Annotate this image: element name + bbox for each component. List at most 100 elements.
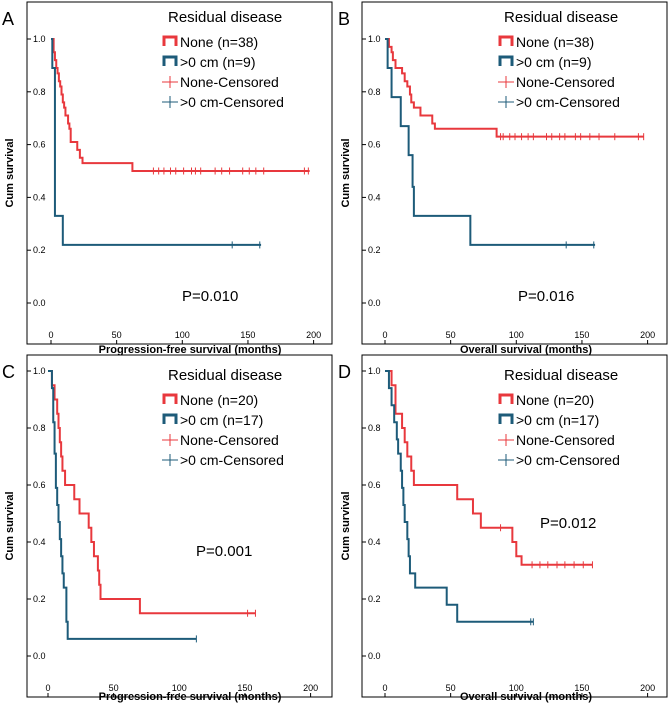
legend-step-swatch [498,55,514,66]
x-tick-label: 100 [509,330,524,340]
km-curve-residual [51,38,262,246]
legend-entry: None (n=38) [180,34,258,50]
y-tick-label: 1.0 [368,366,381,376]
x-tick-label: 0 [48,330,53,340]
panel-letter: A [2,9,14,29]
x-tick-label: 50 [112,330,122,340]
km-curve-none [385,38,644,138]
y-axis-label: Cum survival [340,491,352,560]
y-tick-label: 0.8 [368,423,381,433]
x-tick-label: 150 [240,330,255,340]
panel-a: A 0.0 0.2 0.4 0.6 0.8 1.0 0 50 100 150 200 Progressi… [2,1,333,356]
x-tick-label: 50 [446,683,456,693]
legend-entry: None (n=38) [516,34,594,50]
panel-letter: C [2,362,15,382]
y-tick-label: 1.0 [33,34,46,44]
legend-entry: >0 cm (n=17) [516,412,599,428]
panel-letter: B [338,9,350,29]
panel-letter: D [338,362,351,382]
x-axis-label: Overall survival (months) [460,344,592,356]
legend-entry: >0 cm-Censored [180,94,284,110]
y-tick-label: 0.4 [368,537,381,547]
legend-step-swatch [162,413,178,424]
y-tick-label: 0.6 [368,140,381,150]
plot-frame [361,1,668,345]
p-value: P=0.010 [182,288,238,305]
legend-entry: >0 cm (n=17) [180,412,263,428]
y-tick-label: 0.2 [33,594,46,604]
x-tick-label: 200 [303,683,318,693]
km-curve-residual [48,370,197,640]
y-tick-label: 1.0 [33,366,46,376]
x-tick-label: 200 [306,330,321,340]
x-tick-label: 50 [109,683,119,693]
y-tick-label: 0.0 [33,298,46,308]
x-tick-label: 150 [237,683,252,693]
y-tick-label: 0.4 [33,537,46,547]
legend-entry: >0 cm (n=9) [516,54,591,70]
y-axis-label: Cum survival [340,138,352,207]
km-curve-none [48,370,256,615]
km-curve-residual [385,370,534,623]
panel-b: B 0.0 0.2 0.4 0.6 0.8 1.0 0 50 100 150 200 Overall s… [338,1,668,356]
plot-frame [361,354,668,698]
legend-title: Residual disease [168,367,282,384]
legend-title: Residual disease [504,9,618,26]
y-tick-label: 0.0 [368,651,381,661]
p-value: P=0.001 [196,543,252,560]
km-curve-residual [385,38,596,246]
x-tick-label: 150 [574,683,589,693]
km-curve-none [51,38,310,172]
legend-title: Residual disease [168,9,282,26]
legend-title: Residual disease [504,367,618,384]
legend-entry: >0 cm-Censored [516,94,620,110]
y-tick-label: 0.6 [33,480,46,490]
legend-step-swatch [162,35,178,46]
km-curve-none [385,370,593,566]
legend-entry: None-Censored [516,432,615,448]
legend-entry: >0 cm-Censored [180,452,284,468]
panel-d: D 0.0 0.2 0.4 0.6 0.8 1.0 0 50 100 150 200 Overall s… [338,354,668,703]
y-tick-label: 0.2 [368,594,381,604]
x-axis-label: Progression-free survival (months) [99,344,282,356]
plot-frame [26,1,333,345]
y-axis-label: Cum survival [4,491,16,560]
legend-step-swatch [498,35,514,46]
y-tick-label: 0.2 [368,245,381,255]
y-tick-label: 0.8 [33,423,46,433]
y-tick-label: 0.8 [368,87,381,97]
y-tick-label: 0.4 [368,192,381,202]
y-tick-label: 0.4 [33,192,46,202]
y-tick-label: 0.0 [33,651,46,661]
legend-entry: None-Censored [180,74,279,90]
x-tick-label: 100 [509,683,524,693]
x-tick-label: 0 [382,683,387,693]
p-value: P=0.016 [518,288,574,305]
y-tick-label: 0.0 [368,298,381,308]
legend-step-swatch [162,393,178,404]
legend-step-swatch [498,413,514,424]
y-tick-label: 1.0 [368,34,381,44]
y-tick-label: 0.6 [33,140,46,150]
y-tick-label: 0.6 [368,480,381,490]
panel-c: C 0.0 0.2 0.4 0.6 0.8 1.0 0 50 100 150 200 Progressi… [2,354,333,703]
y-tick-label: 0.8 [33,87,46,97]
legend-entry: None-Censored [516,74,615,90]
x-tick-label: 50 [446,330,456,340]
x-tick-label: 150 [574,330,589,340]
x-tick-label: 0 [382,330,387,340]
x-tick-label: 200 [640,683,655,693]
x-axis-label: Progression-free survival (months) [99,691,282,703]
p-value: P=0.012 [540,515,596,532]
legend-entry: >0 cm (n=9) [180,54,255,70]
x-axis-label: Overall survival (months) [460,691,592,703]
legend-step-swatch [498,393,514,404]
legend-entry: >0 cm-Censored [516,452,620,468]
x-tick-label: 0 [45,683,50,693]
y-tick-label: 0.2 [33,245,46,255]
x-tick-label: 100 [175,330,190,340]
x-tick-label: 100 [172,683,187,693]
legend-entry: None-Censored [180,432,279,448]
legend-step-swatch [162,55,178,66]
